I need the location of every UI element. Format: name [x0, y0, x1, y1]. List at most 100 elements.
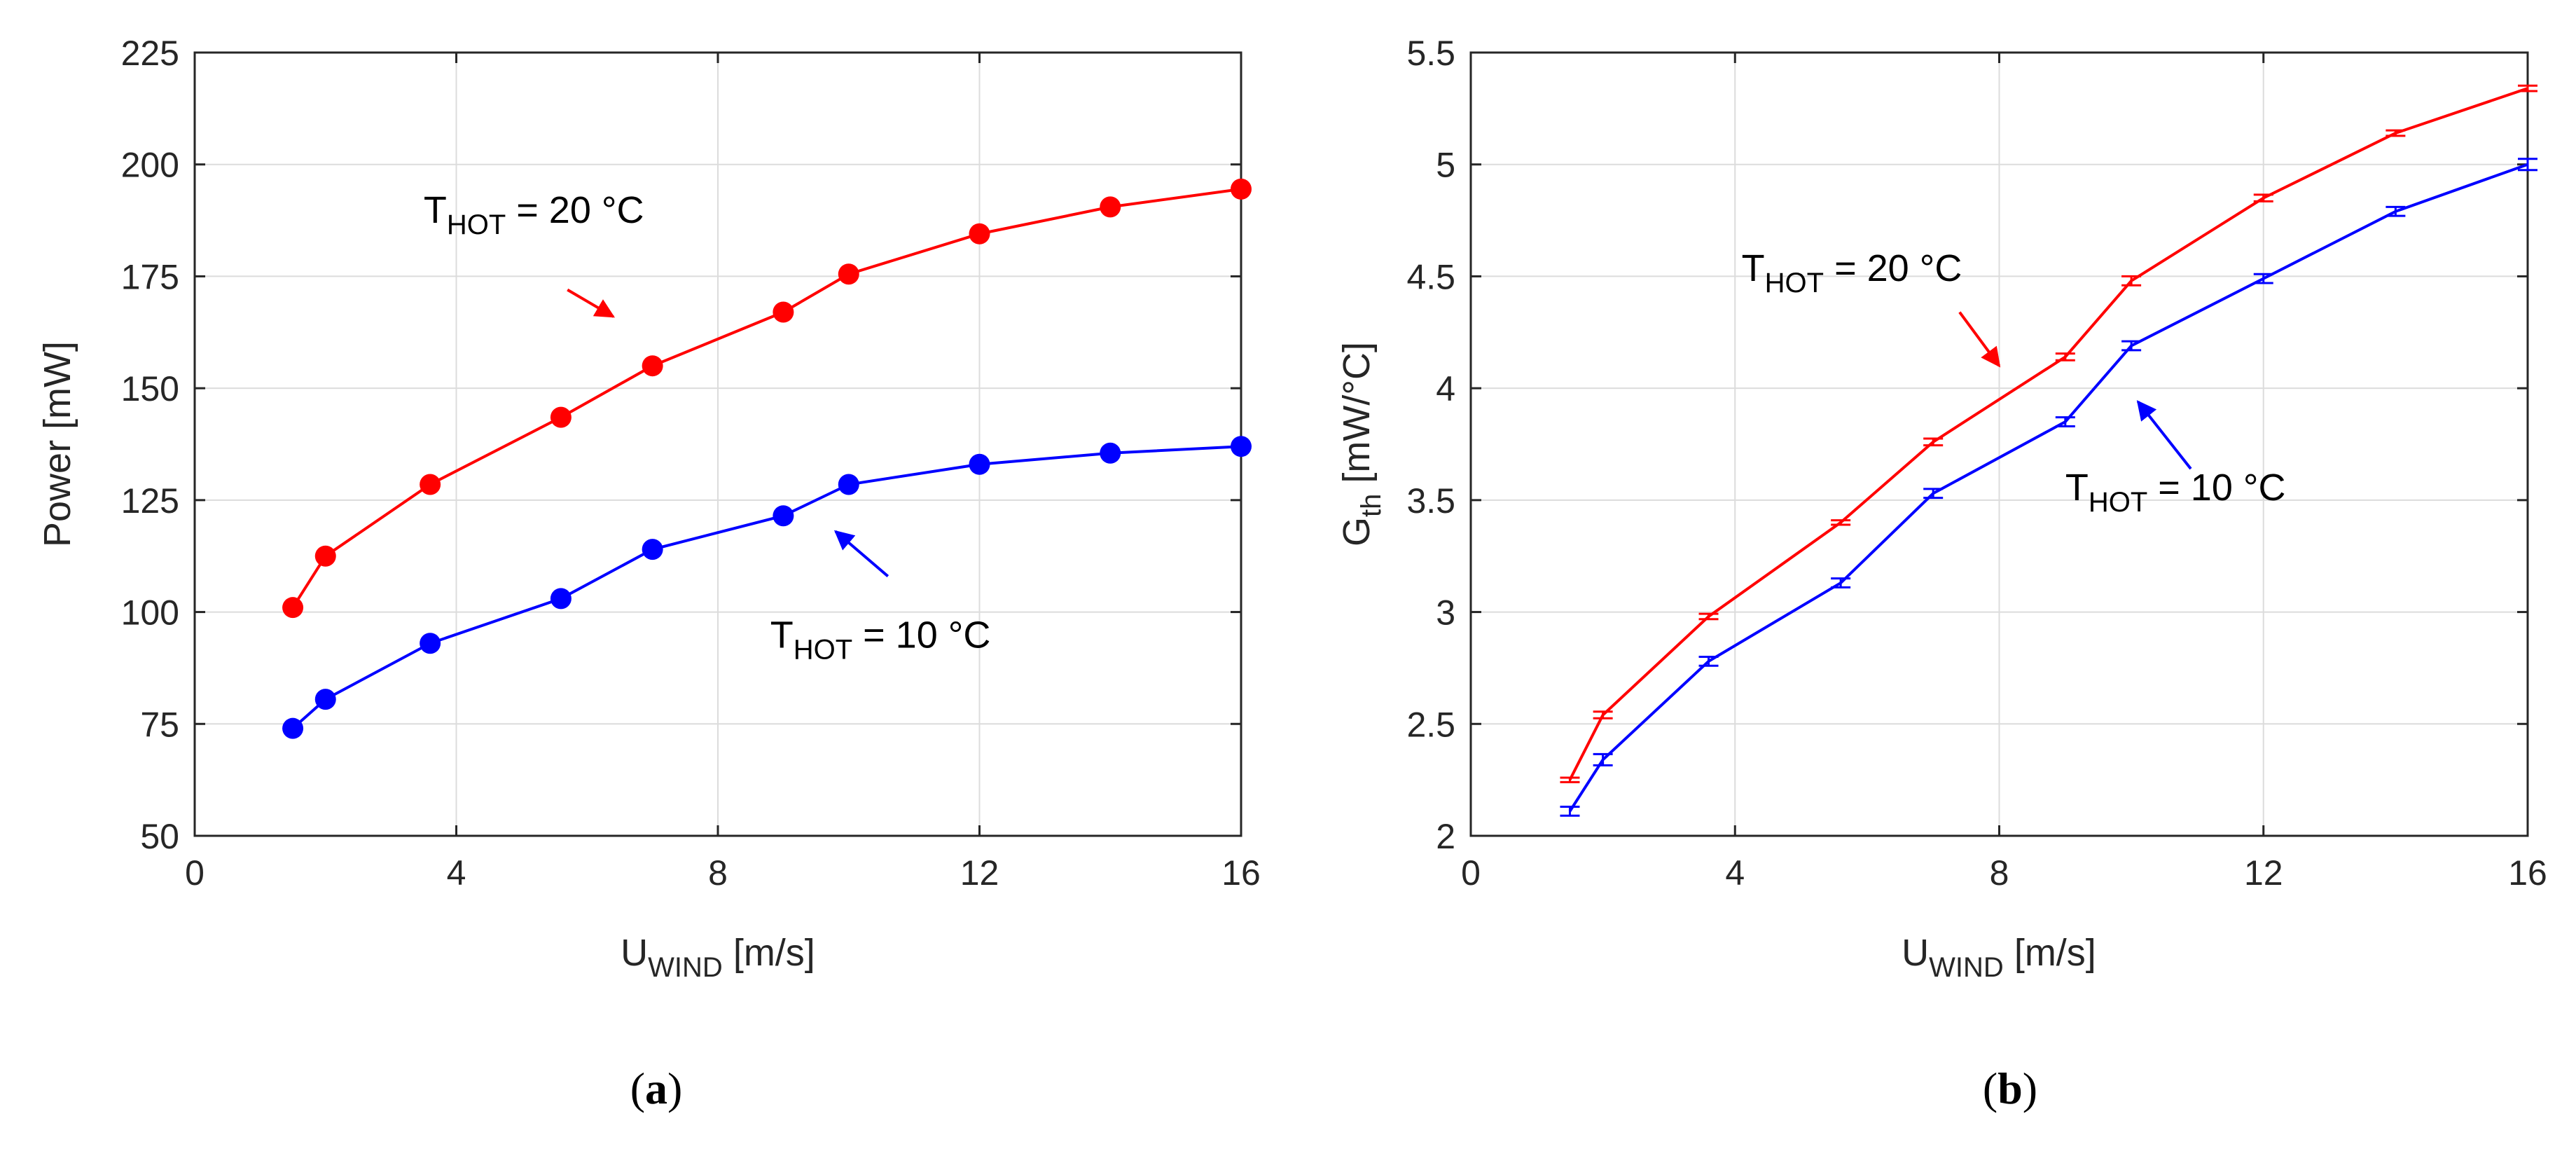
annotation-arrow-blue [833, 530, 889, 577]
y-axis-label: Power [mW] [36, 341, 78, 547]
annotation-label-blue: THOT = 10 °C [770, 614, 991, 666]
error-bar-red [1831, 519, 1851, 526]
text-part: U [621, 932, 648, 974]
x-tick-label: 8 [1990, 853, 2009, 893]
text-part: [m/s] [2004, 932, 2096, 974]
x-axis-label: UWIND [m/s] [621, 932, 815, 983]
y-tick-label: 3 [1436, 593, 1455, 633]
data-point-red [773, 301, 794, 323]
series-line-blue [291, 445, 1242, 730]
error-bar-blue [1923, 488, 1944, 500]
error-bar-red [2518, 84, 2537, 92]
data-point-blue [773, 505, 794, 527]
error-bar-blue [1593, 752, 1613, 766]
data-point-blue [550, 588, 572, 610]
x-tick-label: 16 [2508, 853, 2547, 893]
data-point-red [314, 545, 336, 567]
text-part: = 20 °C [506, 189, 644, 231]
text-part: HOT [794, 635, 852, 666]
panel-a-power-chart: 0 4 8 12 16 50 75 100 125 150 175 200 225 UWIND [m/s]… [36, 34, 1261, 1113]
text-part: T [770, 614, 794, 656]
data-point-blue [969, 453, 990, 475]
y-tick-label: 225 [121, 34, 179, 73]
data-point-blue [642, 539, 663, 560]
data-point-red [838, 263, 859, 285]
text-part: HOT [447, 209, 506, 240]
data-point-blue [1231, 436, 1252, 457]
panel-b-conductance-chart: 0 4 8 12 16 2 2.5 3 3.5 4 4.5 5 5.5 UWIND [m/s] Gth [m… [1336, 34, 2547, 1113]
text-part: b [1997, 1064, 2023, 1113]
error-bar-red [1560, 776, 1580, 783]
y-tick-label: 2.5 [1406, 705, 1455, 744]
data-point-red [282, 597, 304, 619]
text-part: G [1336, 517, 1378, 546]
data-point-blue [420, 633, 441, 654]
text-part: = 10 °C [2147, 467, 2285, 509]
error-bar-red [1593, 710, 1613, 720]
error-bar-blue [2055, 416, 2075, 427]
panel-caption: (b) [1983, 1064, 2037, 1113]
y-tick-label: 3.5 [1406, 481, 1455, 521]
error-bar-blue [1560, 805, 1580, 817]
text-part: HOT [1765, 268, 1824, 298]
text-part: ) [2023, 1064, 2037, 1113]
error-bar-red [2385, 129, 2406, 137]
series-line-red [1568, 87, 2528, 781]
y-tick-label: 4.5 [1406, 257, 1455, 296]
error-bar-blue [1831, 577, 1851, 589]
annotation-arrow-red [1958, 311, 2001, 368]
series-line-red [291, 187, 1242, 609]
error-bar-blue [2121, 340, 2142, 352]
error-bar-blue [2518, 158, 2537, 172]
annotation-label-blue: THOT = 10 °C [2065, 467, 2286, 518]
annotation-arrow-blue [2136, 400, 2192, 470]
error-bar-blue [2385, 205, 2406, 217]
text-part: HOT [2089, 487, 2147, 518]
panel-caption: (a) [630, 1064, 683, 1113]
data-point-red [1231, 178, 1252, 200]
x-tick-label: 12 [2244, 853, 2283, 893]
data-point-red [969, 223, 990, 245]
y-tick-label: 2 [1436, 817, 1455, 856]
y-tick-label: 100 [121, 593, 179, 633]
x-tick-label: 16 [1221, 853, 1261, 893]
text-part: WIND [648, 952, 723, 983]
y-tick-label: 75 [140, 705, 179, 744]
x-tick-label: 0 [1461, 853, 1481, 893]
data-point-blue [838, 474, 859, 495]
x-axis-label: UWIND [m/s] [1902, 932, 2096, 983]
x-tick-label: 8 [708, 853, 728, 893]
y-tick-label: 125 [121, 481, 179, 521]
error-bar-blue [1698, 655, 1719, 667]
data-point-red [642, 355, 663, 377]
text-part: T [424, 189, 447, 231]
text-part: U [1902, 932, 1929, 974]
text-part: ( [1983, 1064, 1997, 1113]
error-bar-red [1698, 612, 1719, 621]
error-bar-red [2121, 275, 2142, 287]
text-part: ) [667, 1064, 682, 1113]
annotation-arrow-red [567, 288, 616, 318]
data-point-red [550, 406, 572, 428]
error-bar-red [2253, 193, 2273, 202]
series-line-blue [1568, 163, 2528, 812]
y-axis-label: Gth [mW/°C] [1336, 342, 1387, 546]
data-point-red [1100, 196, 1121, 218]
error-bar-blue [2253, 273, 2273, 284]
data-point-red [420, 474, 441, 495]
annotation-label-red: THOT = 20 °C [1742, 247, 1962, 298]
data-point-blue [314, 689, 336, 710]
text-part: T [1742, 247, 1765, 289]
y-tick-label: 150 [121, 369, 179, 408]
x-tick-label: 4 [447, 853, 466, 893]
y-tick-label: 50 [140, 817, 179, 856]
data-point-blue [1100, 442, 1121, 464]
error-bar-red [2055, 352, 2075, 362]
y-tick-label: 5 [1436, 146, 1455, 185]
text-part: WIND [1929, 952, 2004, 983]
y-tick-label: 4 [1436, 369, 1455, 408]
x-tick-label: 12 [960, 853, 999, 893]
text-part: = 20 °C [1824, 247, 1962, 289]
y-tick-label: 5.5 [1406, 34, 1455, 73]
